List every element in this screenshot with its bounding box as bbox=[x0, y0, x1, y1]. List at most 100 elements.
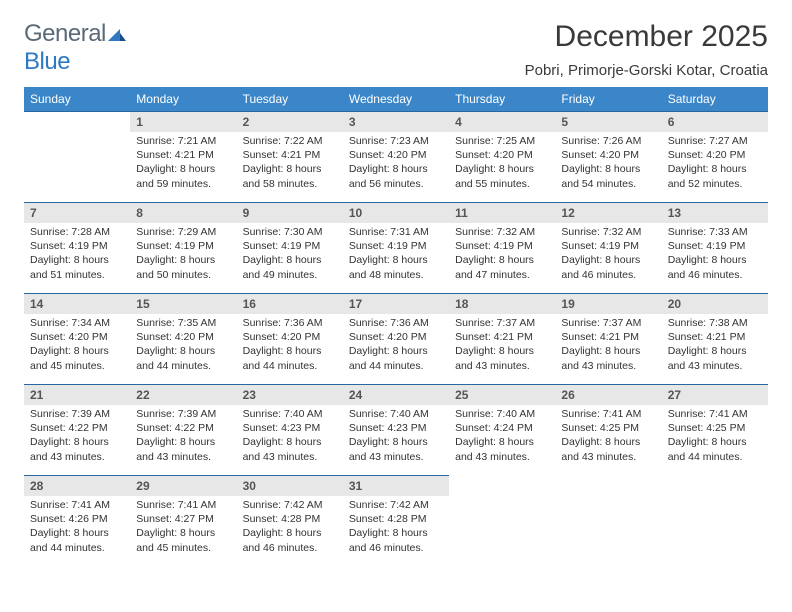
day-number: 2 bbox=[237, 111, 343, 132]
day-details: Sunrise: 7:33 AMSunset: 4:19 PMDaylight:… bbox=[662, 223, 768, 288]
day-cell: Sunrise: 7:32 AMSunset: 4:19 PMDaylight:… bbox=[555, 223, 661, 293]
day-number: 4 bbox=[449, 111, 555, 132]
day-details: Sunrise: 7:23 AMSunset: 4:20 PMDaylight:… bbox=[343, 132, 449, 197]
day-cell: Sunrise: 7:33 AMSunset: 4:19 PMDaylight:… bbox=[662, 223, 768, 293]
day-cell: Sunrise: 7:40 AMSunset: 4:23 PMDaylight:… bbox=[343, 405, 449, 475]
week-daynum-row: 14151617181920 bbox=[24, 293, 768, 314]
day-number: 23 bbox=[237, 384, 343, 405]
day-number: 21 bbox=[24, 384, 130, 405]
day-details: Sunrise: 7:21 AMSunset: 4:21 PMDaylight:… bbox=[130, 132, 236, 197]
day-number: 24 bbox=[343, 384, 449, 405]
week-daynum-row: 28293031 bbox=[24, 475, 768, 496]
day-number: 15 bbox=[130, 293, 236, 314]
day-number: 20 bbox=[662, 293, 768, 314]
day-details: Sunrise: 7:32 AMSunset: 4:19 PMDaylight:… bbox=[449, 223, 555, 288]
day-details: Sunrise: 7:26 AMSunset: 4:20 PMDaylight:… bbox=[555, 132, 661, 197]
day-cell: Sunrise: 7:41 AMSunset: 4:27 PMDaylight:… bbox=[130, 496, 236, 566]
day-header-row: SundayMondayTuesdayWednesdayThursdayFrid… bbox=[24, 87, 768, 111]
day-number-empty bbox=[662, 475, 768, 495]
day-cell bbox=[449, 496, 555, 566]
day-cell: Sunrise: 7:40 AMSunset: 4:24 PMDaylight:… bbox=[449, 405, 555, 475]
day-number: 3 bbox=[343, 111, 449, 132]
day-cell bbox=[662, 496, 768, 566]
day-cell: Sunrise: 7:22 AMSunset: 4:21 PMDaylight:… bbox=[237, 132, 343, 202]
month-title: December 2025 bbox=[525, 20, 768, 54]
brand-part2: Blue bbox=[24, 48, 70, 75]
day-details: Sunrise: 7:22 AMSunset: 4:21 PMDaylight:… bbox=[237, 132, 343, 197]
header: General Blue December 2025 Pobri, Primor… bbox=[24, 20, 768, 79]
day-details: Sunrise: 7:31 AMSunset: 4:19 PMDaylight:… bbox=[343, 223, 449, 288]
day-cell: Sunrise: 7:38 AMSunset: 4:21 PMDaylight:… bbox=[662, 314, 768, 384]
day-cell: Sunrise: 7:23 AMSunset: 4:20 PMDaylight:… bbox=[343, 132, 449, 202]
logo-mark-icon bbox=[108, 20, 126, 47]
day-details: Sunrise: 7:39 AMSunset: 4:22 PMDaylight:… bbox=[130, 405, 236, 470]
day-details: Sunrise: 7:34 AMSunset: 4:20 PMDaylight:… bbox=[24, 314, 130, 379]
day-number: 27 bbox=[662, 384, 768, 405]
day-details: Sunrise: 7:38 AMSunset: 4:21 PMDaylight:… bbox=[662, 314, 768, 379]
calendar-table: SundayMondayTuesdayWednesdayThursdayFrid… bbox=[24, 87, 768, 566]
day-number: 30 bbox=[237, 475, 343, 496]
day-details: Sunrise: 7:36 AMSunset: 4:20 PMDaylight:… bbox=[237, 314, 343, 379]
day-number: 18 bbox=[449, 293, 555, 314]
day-number-empty bbox=[555, 475, 661, 495]
day-cell: Sunrise: 7:39 AMSunset: 4:22 PMDaylight:… bbox=[130, 405, 236, 475]
day-details: Sunrise: 7:37 AMSunset: 4:21 PMDaylight:… bbox=[449, 314, 555, 379]
week-content-row: Sunrise: 7:28 AMSunset: 4:19 PMDaylight:… bbox=[24, 223, 768, 293]
day-header: Wednesday bbox=[343, 87, 449, 111]
day-cell: Sunrise: 7:39 AMSunset: 4:22 PMDaylight:… bbox=[24, 405, 130, 475]
week-content-row: Sunrise: 7:41 AMSunset: 4:26 PMDaylight:… bbox=[24, 496, 768, 566]
day-details: Sunrise: 7:41 AMSunset: 4:27 PMDaylight:… bbox=[130, 496, 236, 561]
location-text: Pobri, Primorje-Gorski Kotar, Croatia bbox=[525, 62, 768, 79]
day-number: 19 bbox=[555, 293, 661, 314]
day-cell: Sunrise: 7:31 AMSunset: 4:19 PMDaylight:… bbox=[343, 223, 449, 293]
day-number: 6 bbox=[662, 111, 768, 132]
day-details: Sunrise: 7:35 AMSunset: 4:20 PMDaylight:… bbox=[130, 314, 236, 379]
day-cell: Sunrise: 7:36 AMSunset: 4:20 PMDaylight:… bbox=[343, 314, 449, 384]
day-number: 31 bbox=[343, 475, 449, 496]
day-cell bbox=[555, 496, 661, 566]
week-content-row: Sunrise: 7:34 AMSunset: 4:20 PMDaylight:… bbox=[24, 314, 768, 384]
day-number: 8 bbox=[130, 202, 236, 223]
day-cell: Sunrise: 7:30 AMSunset: 4:19 PMDaylight:… bbox=[237, 223, 343, 293]
day-cell: Sunrise: 7:32 AMSunset: 4:19 PMDaylight:… bbox=[449, 223, 555, 293]
day-header: Sunday bbox=[24, 87, 130, 111]
day-cell: Sunrise: 7:37 AMSunset: 4:21 PMDaylight:… bbox=[449, 314, 555, 384]
day-number: 5 bbox=[555, 111, 661, 132]
day-details: Sunrise: 7:36 AMSunset: 4:20 PMDaylight:… bbox=[343, 314, 449, 379]
day-number: 14 bbox=[24, 293, 130, 314]
day-number: 10 bbox=[343, 202, 449, 223]
day-cell: Sunrise: 7:41 AMSunset: 4:25 PMDaylight:… bbox=[662, 405, 768, 475]
day-number: 13 bbox=[662, 202, 768, 223]
day-cell: Sunrise: 7:42 AMSunset: 4:28 PMDaylight:… bbox=[343, 496, 449, 566]
day-cell: Sunrise: 7:36 AMSunset: 4:20 PMDaylight:… bbox=[237, 314, 343, 384]
day-header: Monday bbox=[130, 87, 236, 111]
day-number: 9 bbox=[237, 202, 343, 223]
day-header: Friday bbox=[555, 87, 661, 111]
day-details: Sunrise: 7:41 AMSunset: 4:25 PMDaylight:… bbox=[662, 405, 768, 470]
day-number: 12 bbox=[555, 202, 661, 223]
day-cell: Sunrise: 7:26 AMSunset: 4:20 PMDaylight:… bbox=[555, 132, 661, 202]
day-number-empty bbox=[24, 111, 130, 132]
day-cell: Sunrise: 7:21 AMSunset: 4:21 PMDaylight:… bbox=[130, 132, 236, 202]
day-details: Sunrise: 7:28 AMSunset: 4:19 PMDaylight:… bbox=[24, 223, 130, 288]
day-details: Sunrise: 7:39 AMSunset: 4:22 PMDaylight:… bbox=[24, 405, 130, 470]
day-details: Sunrise: 7:40 AMSunset: 4:23 PMDaylight:… bbox=[237, 405, 343, 470]
day-cell: Sunrise: 7:41 AMSunset: 4:25 PMDaylight:… bbox=[555, 405, 661, 475]
day-details: Sunrise: 7:29 AMSunset: 4:19 PMDaylight:… bbox=[130, 223, 236, 288]
brand-logo: General Blue bbox=[24, 20, 126, 76]
week-daynum-row: 21222324252627 bbox=[24, 384, 768, 405]
day-number: 29 bbox=[130, 475, 236, 496]
day-number: 1 bbox=[130, 111, 236, 132]
day-cell: Sunrise: 7:40 AMSunset: 4:23 PMDaylight:… bbox=[237, 405, 343, 475]
brand-text: General Blue bbox=[24, 20, 126, 76]
day-number-empty bbox=[449, 475, 555, 495]
day-details: Sunrise: 7:37 AMSunset: 4:21 PMDaylight:… bbox=[555, 314, 661, 379]
day-cell: Sunrise: 7:25 AMSunset: 4:20 PMDaylight:… bbox=[449, 132, 555, 202]
day-header: Tuesday bbox=[237, 87, 343, 111]
day-number: 11 bbox=[449, 202, 555, 223]
day-cell bbox=[24, 132, 130, 202]
title-block: December 2025 Pobri, Primorje-Gorski Kot… bbox=[525, 20, 768, 79]
week-daynum-row: 78910111213 bbox=[24, 202, 768, 223]
day-details: Sunrise: 7:30 AMSunset: 4:19 PMDaylight:… bbox=[237, 223, 343, 288]
week-content-row: Sunrise: 7:39 AMSunset: 4:22 PMDaylight:… bbox=[24, 405, 768, 475]
